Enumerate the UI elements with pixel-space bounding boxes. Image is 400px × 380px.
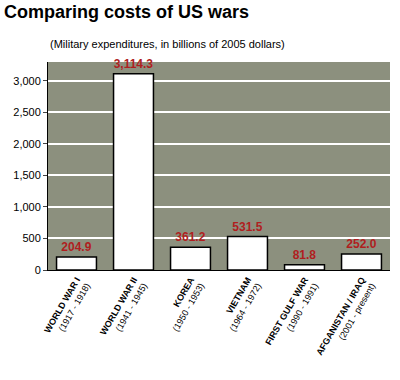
svg-text:1,000: 1,000 xyxy=(13,201,41,213)
svg-text:252.0: 252.0 xyxy=(346,237,376,251)
svg-text:3,000: 3,000 xyxy=(13,75,41,87)
svg-text:500: 500 xyxy=(22,232,40,244)
svg-text:KOREA(1950 - 1953): KOREA(1950 - 1953) xyxy=(160,275,206,333)
svg-text:WORLD WAR II(1941 - 1945): WORLD WAR II(1941 - 1945) xyxy=(98,276,149,343)
svg-text:AFGANISTAN / IRAQ(2001 - prese: AFGANISTAN / IRAQ(2001 - present) xyxy=(314,276,377,363)
svg-text:204.9: 204.9 xyxy=(61,240,91,254)
svg-text:0: 0 xyxy=(35,264,41,276)
svg-text:WORLD WAR I(1917 - 1918): WORLD WAR I(1917 - 1918) xyxy=(42,276,92,341)
svg-text:VIETNAM(1964 - 1972): VIETNAM(1964 - 1972) xyxy=(217,276,263,334)
svg-text:531.5: 531.5 xyxy=(232,220,262,234)
svg-text:2,500: 2,500 xyxy=(13,106,41,118)
svg-text:Comparing costs of US wars: Comparing costs of US wars xyxy=(4,2,249,22)
svg-text:1,500: 1,500 xyxy=(13,169,41,181)
svg-text:2,000: 2,000 xyxy=(13,138,41,150)
svg-text:3,114.3: 3,114.3 xyxy=(114,57,154,71)
svg-text:361.2: 361.2 xyxy=(175,230,205,244)
svg-text:FIRST GULF WAR(1990 - 1991): FIRST GULF WAR(1990 - 1991) xyxy=(263,275,320,353)
svg-text:81.8: 81.8 xyxy=(293,248,317,262)
svg-text:(Military expenditures, in bil: (Military expenditures, in billions of 2… xyxy=(50,38,285,50)
